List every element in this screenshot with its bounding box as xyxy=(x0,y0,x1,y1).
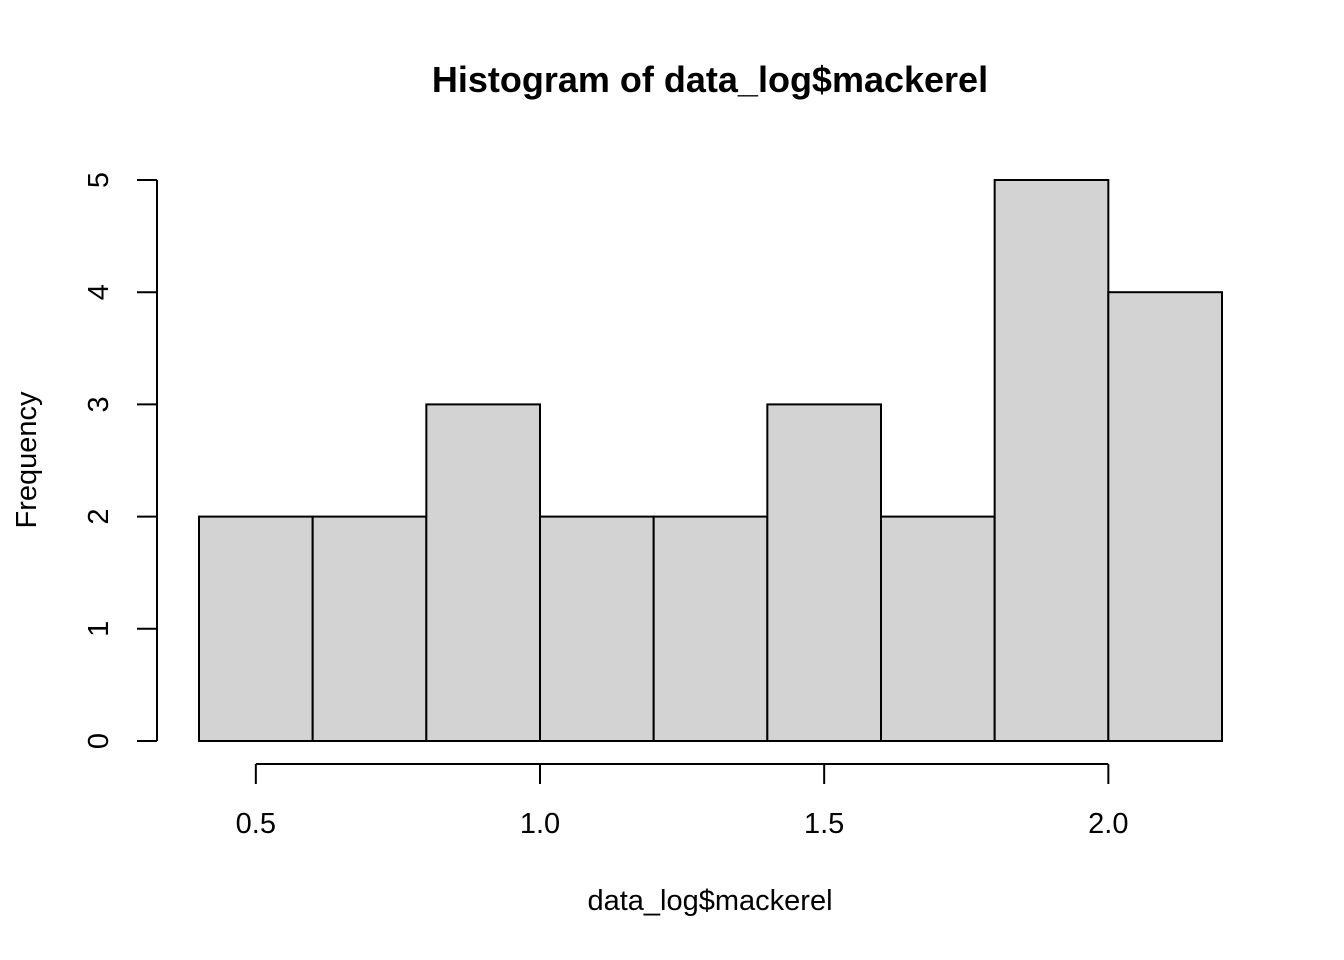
x-tick-label-1.5: 1.5 xyxy=(804,808,844,840)
histogram-bar-1 xyxy=(198,515,314,742)
histogram-bar-7 xyxy=(880,515,996,742)
histogram-bar-3 xyxy=(425,403,542,742)
histogram-bar-9 xyxy=(1107,291,1224,742)
chart-title: Histogram of data_log$mackerel xyxy=(432,59,988,100)
y-tick-label-5: 5 xyxy=(83,172,115,188)
y-tick-label-4: 4 xyxy=(83,284,115,300)
x-tick-label-1.0: 1.0 xyxy=(520,808,560,840)
y-tick-label-0: 0 xyxy=(83,733,115,749)
histogram-bar-8 xyxy=(993,179,1110,742)
x-tick-label-0.5: 0.5 xyxy=(236,808,276,840)
y-tick-label-3: 3 xyxy=(83,396,115,412)
histogram-bars xyxy=(198,179,1224,742)
histogram-bar-5 xyxy=(652,515,769,742)
y-axis-label: Frequency xyxy=(11,391,43,529)
y-axis: 0 1 2 3 4 5 xyxy=(83,172,158,749)
histogram-bar-4 xyxy=(539,515,655,742)
x-axis: 0.5 1.0 1.5 2.0 xyxy=(236,763,1128,840)
histogram-bar-6 xyxy=(766,403,882,742)
histogram-bar-2 xyxy=(311,515,428,742)
y-tick-label-1: 1 xyxy=(83,621,115,637)
x-tick-label-2.0: 2.0 xyxy=(1088,808,1128,840)
y-tick-label-2: 2 xyxy=(83,509,115,525)
x-axis-label: data_log$mackerel xyxy=(587,885,832,917)
